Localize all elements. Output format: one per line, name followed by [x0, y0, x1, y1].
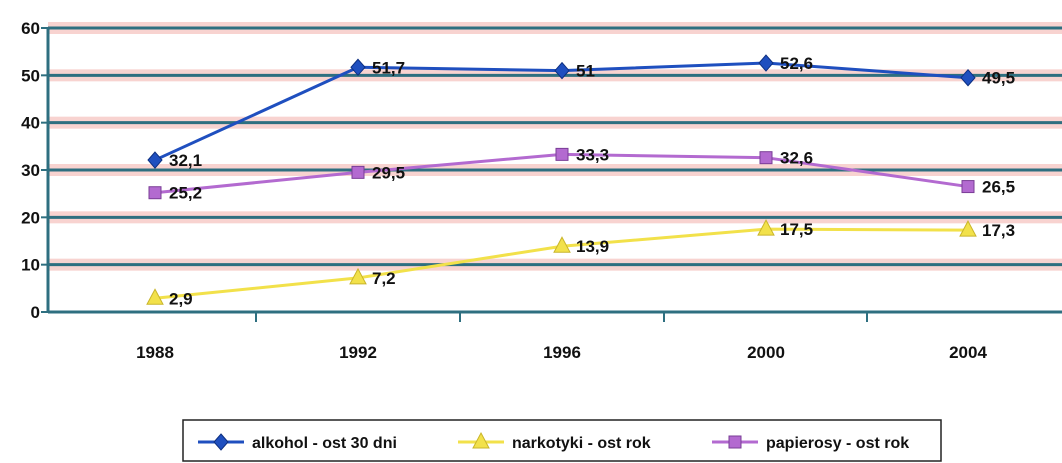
- diamond-marker: [554, 61, 570, 80]
- legend-label: alkohol - ost 30 dni: [252, 435, 397, 452]
- triangle-marker: [349, 267, 367, 285]
- series-2: 25,2 29,5 33,3 32,6 26,5: [148, 145, 1015, 203]
- square-marker: [961, 180, 975, 194]
- y-tick-label: 60: [21, 19, 40, 38]
- triangle-marker: [553, 236, 571, 253]
- diamond-marker: [350, 58, 366, 77]
- legend-box: [182, 419, 942, 462]
- legend-item: narkotyki - ost rok: [458, 431, 651, 452]
- y-tick-label: 50: [21, 66, 40, 85]
- square-marker: [148, 186, 162, 200]
- x-tick-label: 1996: [543, 343, 581, 362]
- data-label: 2,9: [169, 289, 193, 308]
- diamond-marker: [758, 54, 774, 72]
- y-tick-label: 20: [21, 208, 40, 227]
- triangle-marker: [472, 431, 490, 449]
- x-tick-label: 1988: [136, 343, 174, 362]
- legend: alkohol - ost 30 dni narkotyki - ost rok p…: [182, 419, 942, 462]
- y-tick-label: 30: [21, 161, 40, 180]
- data-label: 25,2: [169, 184, 202, 203]
- legend-item: papierosy - ost rok: [712, 435, 909, 452]
- x-tick-label: 2004: [949, 343, 987, 362]
- data-label: 52,6: [780, 54, 813, 73]
- data-label: 26,5: [982, 178, 1015, 197]
- data-label: 13,9: [576, 237, 609, 256]
- diamond-marker: [213, 433, 229, 451]
- grid-lines: [48, 22, 1062, 271]
- triangle-marker: [146, 288, 164, 305]
- triangle-marker: [959, 220, 977, 237]
- y-tick-label: 0: [31, 303, 40, 322]
- x-tick-labels: 1988 1992 1996 2000 2004: [136, 312, 987, 362]
- data-label: 51: [576, 62, 595, 81]
- diamond-marker: [960, 68, 976, 87]
- y-tick-label: 10: [21, 256, 40, 275]
- square-marker: [728, 435, 742, 449]
- legend-item: alkohol - ost 30 dni: [198, 433, 397, 452]
- data-label: 32,6: [780, 149, 813, 168]
- series-1: 2,9 7,2 13,9 17,5 17,3: [146, 219, 1015, 308]
- legend-label: narkotyki - ost rok: [512, 435, 651, 452]
- y-tick-labels: 0 10 20 30 40 50 60: [21, 19, 48, 322]
- legend-label: papierosy - ost rok: [766, 435, 909, 452]
- data-label: 51,7: [372, 58, 405, 77]
- square-marker: [555, 147, 569, 161]
- data-label: 49,5: [982, 69, 1015, 88]
- data-label: 33,3: [576, 145, 609, 164]
- data-label: 17,5: [780, 220, 813, 239]
- square-marker: [759, 151, 773, 165]
- y-tick-label: 40: [21, 114, 40, 133]
- x-tick-label: 1992: [339, 343, 377, 362]
- data-label: 32,1: [169, 151, 202, 170]
- data-label: 29,5: [372, 163, 405, 182]
- series-0: 32,1 51,7 51 52,6 49,5: [147, 54, 1015, 170]
- square-marker: [351, 165, 365, 179]
- x-tick-label: 2000: [747, 343, 785, 362]
- data-label: 17,3: [982, 221, 1015, 240]
- data-label: 7,2: [372, 269, 396, 288]
- diamond-marker: [147, 151, 163, 169]
- series-group: 32,1 51,7 51 52,6 49,5 2,9 7,2 13,9 17,5 17,3 25,2…: [146, 54, 1015, 308]
- triangle-marker: [757, 219, 775, 236]
